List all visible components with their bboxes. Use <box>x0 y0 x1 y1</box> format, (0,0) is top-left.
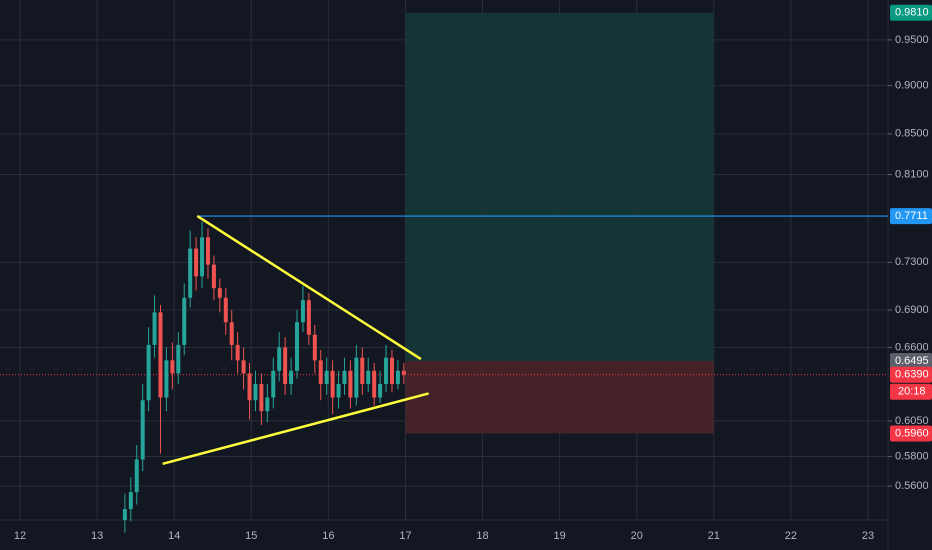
candle-body <box>182 297 187 345</box>
candle-body <box>265 397 270 412</box>
y-tick-label: 0.5600 <box>895 480 929 492</box>
candle-body <box>200 237 205 277</box>
candle-body <box>354 357 359 398</box>
candle-body <box>384 357 389 385</box>
candle-body <box>389 357 394 385</box>
x-tick-label: 15 <box>245 530 257 542</box>
candle-body <box>128 492 133 510</box>
candle-body <box>259 384 264 412</box>
y-tick-label: 0.8500 <box>895 128 929 140</box>
candle-body <box>217 288 222 298</box>
candle-body <box>348 370 353 398</box>
y-tick-label: 0.6050 <box>895 415 929 427</box>
candle-body <box>241 360 246 374</box>
candle-body <box>235 344 240 361</box>
price-label: 0.6390 <box>895 369 929 381</box>
candle-body <box>205 237 210 265</box>
candle-body <box>211 264 216 289</box>
price-label-box <box>890 425 932 442</box>
y-tick-label: 0.6600 <box>895 341 929 353</box>
y-tick-label: 0.7300 <box>895 256 929 268</box>
candle-body <box>247 373 252 401</box>
profit-zone <box>405 12 714 361</box>
x-tick-label: 22 <box>785 530 797 542</box>
candle-body <box>312 334 317 361</box>
candle-body <box>324 370 329 385</box>
x-tick-label: 13 <box>91 530 103 542</box>
candle-body <box>253 384 258 401</box>
x-tick-label: 20 <box>631 530 643 542</box>
candle-body <box>295 322 300 371</box>
candle-body <box>300 300 305 323</box>
countdown: 20:18 <box>898 386 926 398</box>
candle-body <box>194 248 199 277</box>
price-label-box <box>890 366 932 383</box>
x-tick-label: 16 <box>322 530 334 542</box>
candle-body <box>342 370 347 385</box>
price-label-box <box>890 352 932 369</box>
x-tick-label: 17 <box>399 530 411 542</box>
price-label-box <box>890 4 932 21</box>
candle-body <box>401 370 406 375</box>
x-tick-label: 23 <box>862 530 874 542</box>
candle-body <box>146 344 151 401</box>
candle-body <box>271 370 276 398</box>
x-tick-label: 18 <box>476 530 488 542</box>
candle-body <box>176 344 181 374</box>
countdown-box <box>890 383 932 400</box>
price-label: 0.9810 <box>895 7 929 19</box>
candle-body <box>140 400 145 460</box>
candle-body <box>164 360 169 398</box>
x-tick-label: 21 <box>708 530 720 542</box>
candle-body <box>170 360 175 374</box>
x-tick-label: 14 <box>168 530 180 542</box>
candle-body <box>372 370 377 398</box>
candle-body <box>336 384 341 398</box>
candle-body <box>283 347 288 385</box>
price-label-box <box>890 208 932 225</box>
candle-body <box>378 384 383 398</box>
candle-body <box>229 322 234 345</box>
candle-body <box>360 357 365 385</box>
price-label: 0.7711 <box>895 210 928 222</box>
y-tick-label: 0.9000 <box>895 79 929 91</box>
candle-body <box>366 370 371 385</box>
price-label: 0.6495 <box>895 355 929 367</box>
candle-body <box>330 370 335 398</box>
x-tick-label: 12 <box>14 530 26 542</box>
candle-body <box>277 347 282 371</box>
trend-line <box>196 215 422 361</box>
trend-line <box>162 392 429 466</box>
candle-body <box>152 312 157 345</box>
candle-body <box>158 312 163 398</box>
candle-body <box>122 509 127 520</box>
candle-body <box>134 459 139 493</box>
candle-body <box>306 300 311 335</box>
price-label: 0.5960 <box>895 427 929 439</box>
y-tick-label: 0.9500 <box>895 34 929 46</box>
y-tick-label: 0.8100 <box>895 168 929 180</box>
candle-body <box>223 297 228 323</box>
y-tick-label: 0.5800 <box>895 450 929 462</box>
candle-body <box>318 360 323 385</box>
x-tick-label: 19 <box>554 530 566 542</box>
candle-body <box>188 248 193 298</box>
candle-body <box>289 370 294 385</box>
loss-zone <box>405 360 714 434</box>
candle-body <box>395 370 400 385</box>
y-tick-label: 0.6900 <box>895 304 929 316</box>
